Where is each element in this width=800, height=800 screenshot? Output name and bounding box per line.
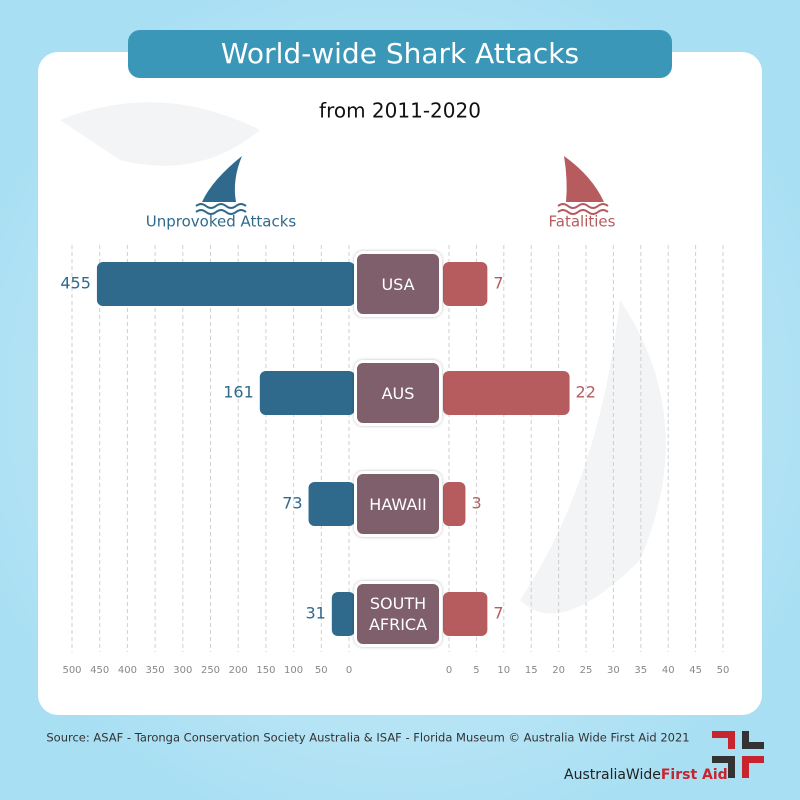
- category-label: HAWAII: [354, 471, 442, 537]
- tick-label: 0: [446, 665, 452, 676]
- tick-label: 500: [62, 665, 81, 676]
- category-label: SOUTH AFRICA: [354, 581, 442, 647]
- legend-label: Unprovoked Attacks: [146, 213, 297, 231]
- bar: [443, 262, 488, 306]
- brand-name: AustraliaWide: [564, 767, 661, 783]
- tick-label: 400: [118, 665, 137, 676]
- tick-label: 45: [689, 665, 702, 676]
- chart-title: World-wide Shark Attacks: [221, 37, 579, 70]
- bar: [443, 592, 488, 636]
- fin-icon: [564, 156, 604, 202]
- bar: [96, 262, 356, 306]
- value-label: 3: [471, 494, 481, 513]
- brand-accent: First Aid: [661, 767, 728, 783]
- tick-label: 300: [173, 665, 192, 676]
- bar: [443, 371, 570, 415]
- category-label: USA: [354, 251, 442, 317]
- tick-label: 50: [315, 665, 328, 676]
- tick-label: 450: [90, 665, 109, 676]
- tick-label: 25: [580, 665, 593, 676]
- legend-label: Fatalities: [549, 213, 616, 231]
- value-label: 455: [60, 274, 91, 293]
- value-label: 31: [305, 604, 325, 623]
- brand: AustraliaWideFirst Aid: [564, 767, 728, 783]
- bar: [331, 592, 355, 636]
- fin-icon: [202, 156, 242, 202]
- value-label: 7: [493, 274, 503, 293]
- source-note: Source: ASAF - Taronga Conservation Soci…: [46, 731, 689, 745]
- bar: [443, 482, 466, 526]
- value-label: 73: [282, 494, 302, 513]
- chart-subtitle: from 2011-2020: [319, 99, 481, 123]
- tick-label: 350: [146, 665, 165, 676]
- tick-label: 0: [346, 665, 352, 676]
- tick-label: 40: [662, 665, 675, 676]
- bar: [259, 371, 355, 415]
- tick-label: 35: [634, 665, 647, 676]
- tick-label: 5: [473, 665, 479, 676]
- tick-label: 15: [525, 665, 538, 676]
- tick-label: 150: [256, 665, 275, 676]
- tick-label: 50: [717, 665, 730, 676]
- logo-mark: [712, 731, 764, 778]
- value-label: 22: [576, 383, 596, 402]
- tick-label: 250: [201, 665, 220, 676]
- value-label: 161: [223, 383, 254, 402]
- tick-label: 200: [229, 665, 248, 676]
- wave-icon: [195, 203, 247, 215]
- wave-icon: [557, 203, 609, 215]
- title-banner: [128, 30, 672, 78]
- tick-label: 10: [497, 665, 510, 676]
- category-label: AUS: [354, 360, 442, 426]
- tick-label: 20: [552, 665, 565, 676]
- shark-silhouette: [60, 102, 666, 614]
- value-label: 7: [493, 604, 503, 623]
- tick-label: 30: [607, 665, 620, 676]
- bar: [308, 482, 355, 526]
- tick-label: 100: [284, 665, 303, 676]
